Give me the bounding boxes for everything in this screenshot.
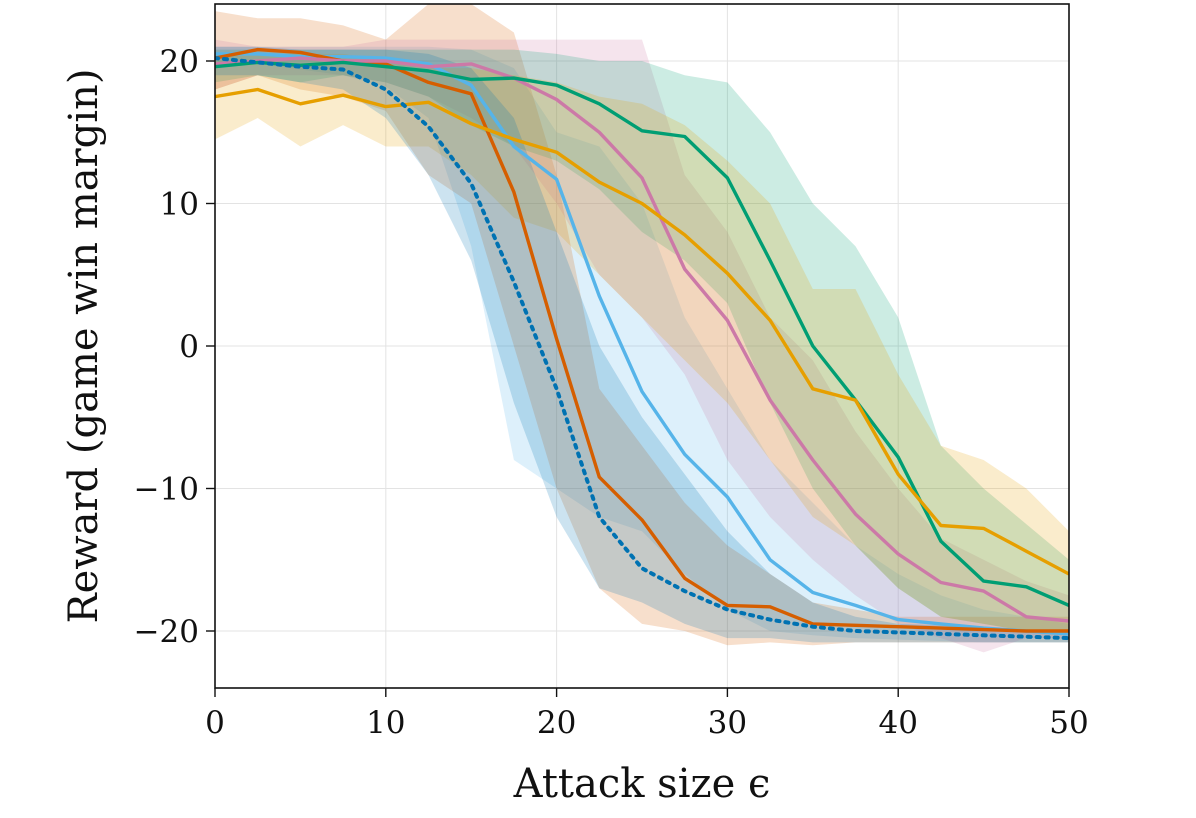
x-tick-label: 0 (205, 705, 225, 741)
x-tick-label: 20 (537, 705, 576, 741)
x-tick-label: 50 (1049, 705, 1088, 741)
confidence-bands (215, 4, 1069, 653)
x-axis-label: Attack size ϵ (513, 761, 771, 807)
axis-ticks: 0 10 20 30 40 50 −20 −10 0 10 20 (134, 44, 1089, 741)
y-tick-label: 0 (179, 329, 199, 365)
series-2-band (215, 39, 1069, 653)
y-tick-label: 20 (160, 44, 199, 80)
x-tick-label: 30 (708, 705, 747, 741)
series-2-line (215, 56, 1069, 623)
series-3-band (215, 49, 1069, 636)
y-tick-label: −10 (134, 472, 199, 508)
series-3-line (215, 60, 1069, 607)
x-tick-label: 40 (878, 705, 917, 741)
series-0-line (215, 52, 1069, 636)
series-4-line (215, 87, 1069, 576)
series-lines (215, 47, 1069, 641)
series-0-band (215, 46, 1069, 643)
series-5-line (215, 56, 1069, 641)
series-4-band (215, 53, 1069, 636)
y-axis-label: Reward (game win margin) (61, 69, 107, 624)
y-tick-label: −20 (134, 614, 199, 650)
series-5-band (215, 46, 1069, 643)
series-1-band (215, 4, 1069, 646)
y-tick-label: 10 (160, 187, 199, 223)
x-tick-label: 10 (366, 705, 405, 741)
